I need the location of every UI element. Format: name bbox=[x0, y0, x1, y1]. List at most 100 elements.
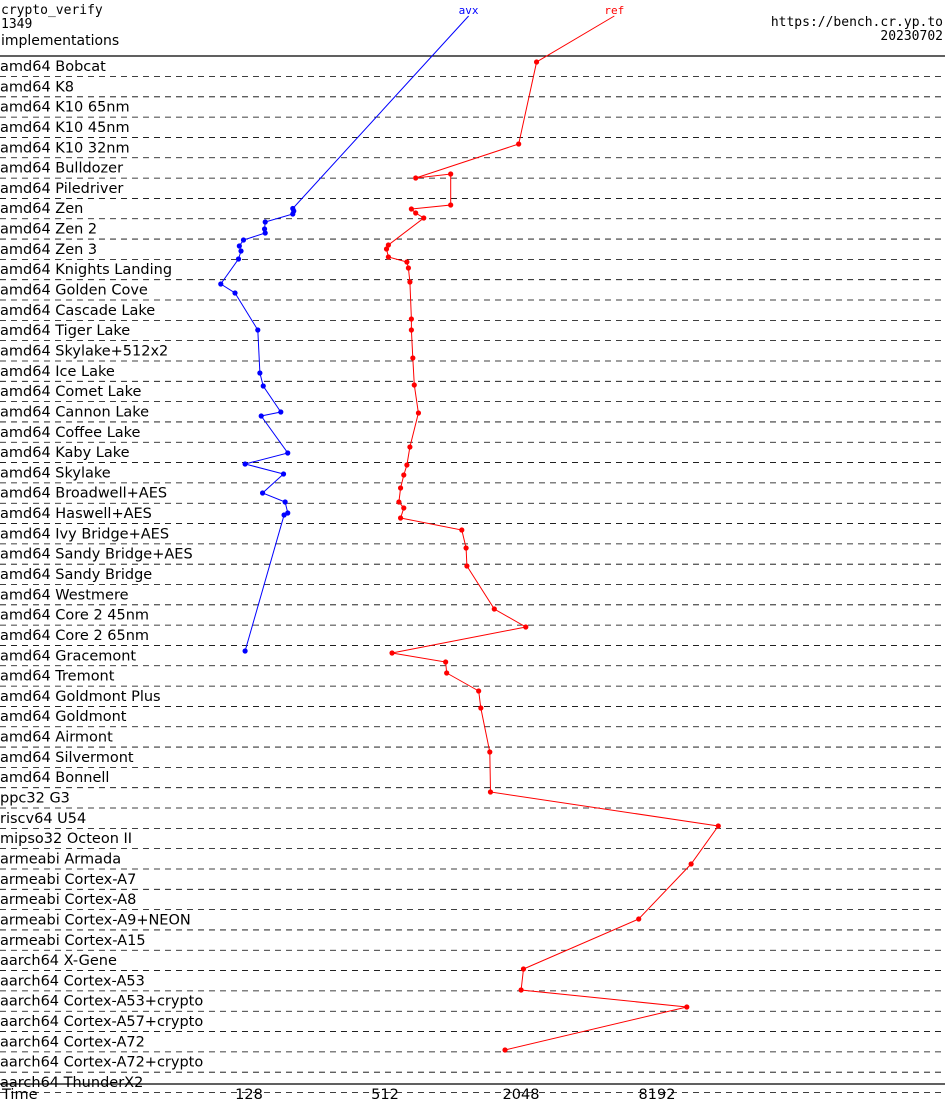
platform-label: amd64 Bulldozer bbox=[0, 161, 123, 177]
platform-label: amd64 Tiger Lake bbox=[0, 323, 130, 339]
implementation-count: 1349 bbox=[1, 17, 33, 32]
x-tick-label: 512 bbox=[371, 1087, 399, 1103]
platform-label: riscv64 U54 bbox=[0, 811, 86, 827]
ref-data-point bbox=[502, 1047, 508, 1053]
platform-label: amd64 Silvermont bbox=[0, 750, 134, 766]
platform-label: amd64 Broadwell+AES bbox=[0, 486, 167, 502]
ref-data-point bbox=[404, 259, 410, 265]
ref-data-point bbox=[397, 515, 404, 521]
platform-label: amd64 Kaby Lake bbox=[0, 445, 130, 461]
ref-data-point bbox=[476, 688, 482, 694]
ref-data-point bbox=[520, 966, 527, 972]
ref-data-point bbox=[385, 242, 391, 248]
ref-data-point bbox=[487, 789, 494, 795]
ref-data-point bbox=[385, 254, 391, 260]
ref-data-point bbox=[408, 327, 414, 333]
ref-series-line bbox=[385, 15, 720, 1051]
avx-data-point bbox=[235, 256, 242, 262]
ref-data-point bbox=[404, 462, 410, 468]
ref-data-point bbox=[464, 563, 470, 569]
platform-label: amd64 Haswell+AES bbox=[0, 506, 152, 522]
ref-data-point bbox=[444, 670, 450, 676]
ref-data-point bbox=[518, 987, 524, 993]
platform-label: amd64 Knights Landing bbox=[0, 262, 172, 278]
source-url[interactable]: https://bench.cr.yp.to bbox=[770, 15, 943, 30]
ref-data-point bbox=[408, 206, 414, 212]
ref-data-point bbox=[397, 485, 404, 491]
platform-label: amd64 Golden Cove bbox=[0, 283, 148, 299]
platform-label: amd64 Core 2 65nm bbox=[0, 628, 149, 644]
x-tick-label: 128 bbox=[235, 1087, 263, 1103]
platform-label: amd64 Gracemont bbox=[0, 648, 136, 664]
platform-label: amd64 Goldmont bbox=[0, 709, 127, 725]
ref-data-point bbox=[715, 823, 721, 829]
section-title: implementations bbox=[1, 33, 120, 49]
ref-data-point bbox=[407, 444, 413, 450]
avx-data-point bbox=[262, 219, 268, 225]
platform-label: amd64 Zen 2 bbox=[0, 222, 97, 238]
ref-data-point bbox=[487, 749, 493, 755]
platform-label: amd64 K10 65nm bbox=[0, 100, 130, 116]
avx-data-point bbox=[242, 461, 248, 467]
platform-label: armeabi Cortex-A9+NEON bbox=[0, 912, 191, 928]
platform-label: armeabi Armada bbox=[0, 851, 121, 867]
avx-data-point bbox=[281, 512, 287, 518]
platform-label: amd64 Cannon Lake bbox=[0, 404, 149, 420]
platform-label: amd64 Core 2 45nm bbox=[0, 608, 149, 624]
ref-data-point bbox=[491, 606, 497, 612]
x-axis-label: Time bbox=[1, 1087, 38, 1103]
platform-label: armeabi Cortex-A7 bbox=[0, 872, 136, 888]
ref-data-point bbox=[411, 382, 417, 388]
avx-data-point bbox=[218, 281, 224, 287]
avx-series-label: avx bbox=[459, 4, 479, 17]
platform-labels: amd64 Bobcat amd64 K8 amd64 K10 65nm amd64 … bbox=[0, 59, 203, 1091]
avx-data-point bbox=[242, 648, 248, 654]
ref-data-point bbox=[443, 659, 449, 665]
ref-data-point bbox=[533, 59, 540, 65]
ref-data-point bbox=[407, 279, 413, 285]
avx-data-point bbox=[261, 226, 268, 232]
platform-label: amd64 Ice Lake bbox=[0, 364, 115, 380]
platform-label: mipso32 Octeon II bbox=[0, 831, 132, 847]
platform-label: amd64 Tremont bbox=[0, 669, 115, 685]
platform-grid bbox=[0, 55, 945, 1093]
platform-label: amd64 Skylake+512x2 bbox=[0, 343, 168, 359]
avx-data-point bbox=[280, 471, 287, 477]
ref-data-point bbox=[448, 171, 454, 177]
platform-label: aarch64 X-Gene bbox=[0, 953, 117, 969]
benchmark-date: 20230702 bbox=[880, 29, 943, 44]
ref-data-point bbox=[523, 624, 529, 630]
avx-series-line bbox=[220, 15, 469, 652]
ref-data-point bbox=[688, 861, 694, 867]
platform-label: ppc32 G3 bbox=[0, 791, 70, 807]
avx-data-point bbox=[236, 243, 242, 249]
avx-data-point bbox=[262, 230, 268, 236]
platform-label: amd64 Skylake bbox=[0, 465, 111, 481]
platform-label: amd64 K8 bbox=[0, 79, 74, 95]
ref-data-point bbox=[415, 410, 422, 416]
avx-data-point bbox=[258, 413, 264, 419]
ref-data-point bbox=[405, 265, 412, 271]
ref-data-point bbox=[408, 316, 414, 322]
avx-data-point bbox=[238, 248, 244, 254]
ref-data-point bbox=[478, 705, 484, 711]
platform-label: amd64 Ivy Bridge+AES bbox=[0, 526, 169, 542]
avx-data-point bbox=[260, 383, 266, 389]
ref-data-point bbox=[401, 472, 407, 478]
platform-label: amd64 Sandy Bridge+AES bbox=[0, 547, 193, 563]
platform-label: amd64 Zen 3 bbox=[0, 242, 97, 258]
platform-label: aarch64 ThunderX2 bbox=[0, 1075, 143, 1091]
platform-label: amd64 Airmont bbox=[0, 730, 113, 746]
platform-label: amd64 Coffee Lake bbox=[0, 425, 141, 441]
ref-data-point bbox=[396, 499, 402, 505]
avx-data-point bbox=[240, 237, 247, 243]
avx-data-point bbox=[285, 450, 291, 456]
platform-label: amd64 K10 45nm bbox=[0, 120, 130, 136]
ref-data-point bbox=[421, 215, 427, 221]
platform-label: aarch64 Cortex-A72+crypto bbox=[0, 1055, 203, 1071]
avx-data-point bbox=[259, 490, 266, 496]
platform-label: amd64 Cascade Lake bbox=[0, 303, 155, 319]
ref-data-point bbox=[413, 210, 419, 216]
avx-data-point bbox=[232, 290, 238, 296]
